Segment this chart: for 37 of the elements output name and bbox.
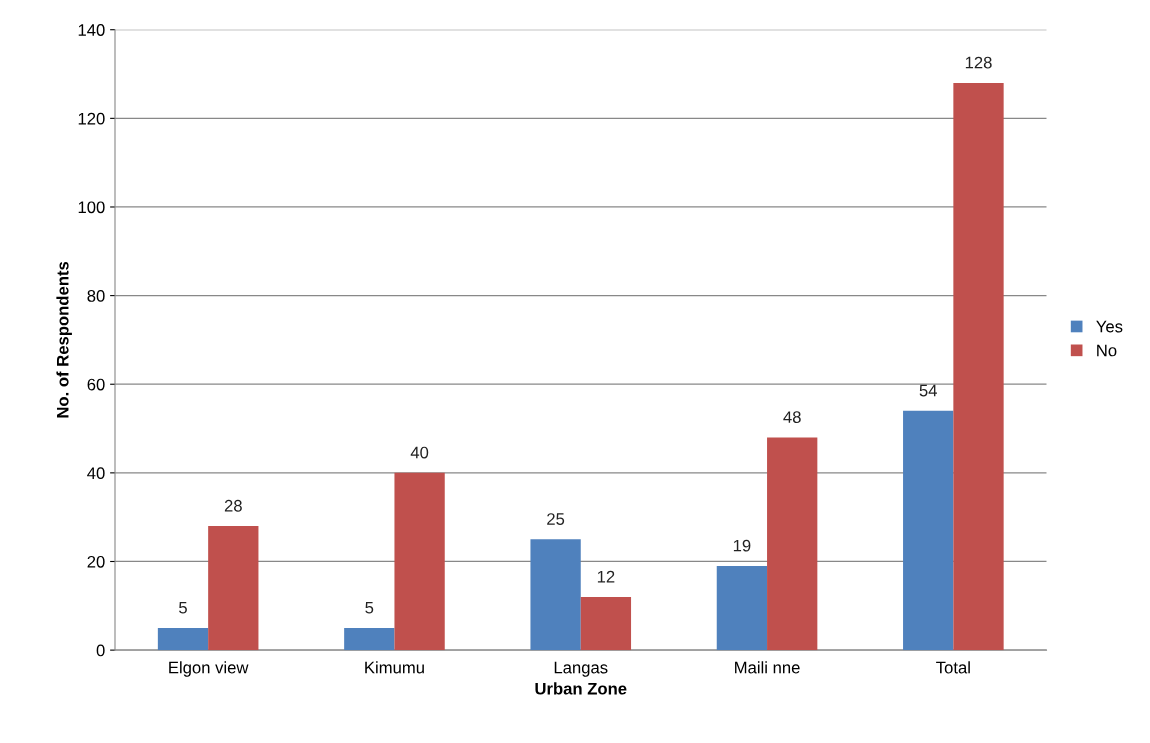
bar xyxy=(530,539,581,651)
y-axis-title: No. of Respondents xyxy=(56,261,72,418)
y-tick-label: 20 xyxy=(87,555,105,568)
bar xyxy=(208,526,259,651)
x-tick-label: Total xyxy=(936,661,970,674)
y-tick-label: 0 xyxy=(96,644,105,657)
x-tick-label: Maili nne xyxy=(735,661,800,674)
data-label: 25 xyxy=(547,513,565,525)
y-tick-label: 40 xyxy=(87,467,105,480)
y-tick-label: 60 xyxy=(87,378,105,391)
bar xyxy=(344,627,395,651)
bar xyxy=(767,437,818,651)
y-tick-label: 100 xyxy=(78,201,105,214)
x-tick-label: Kimumu xyxy=(365,661,424,674)
data-label: 40 xyxy=(410,446,429,459)
data-label: 54 xyxy=(919,384,937,397)
data-label: 5 xyxy=(365,601,374,614)
bar xyxy=(953,82,1004,651)
legend-label: Yes xyxy=(1096,320,1123,333)
data-label: 19 xyxy=(733,539,751,552)
bar xyxy=(580,596,632,651)
data-label: 5 xyxy=(179,601,187,614)
x-axis-title: Urban Zone xyxy=(535,682,627,695)
legend-label: No xyxy=(1097,344,1117,357)
data-label: 128 xyxy=(965,56,992,69)
bar xyxy=(157,627,209,651)
y-tick-label: 80 xyxy=(87,290,105,302)
bar xyxy=(903,410,954,651)
data-label: 12 xyxy=(597,570,615,583)
x-tick-label: Langas xyxy=(554,661,608,677)
y-tick-label: 120 xyxy=(78,112,105,125)
bar xyxy=(716,565,768,651)
y-tick-label: 140 xyxy=(78,24,105,36)
bar xyxy=(394,472,445,651)
x-tick-label: Elgon view xyxy=(169,661,249,677)
data-label: 28 xyxy=(224,499,242,512)
data-label: 48 xyxy=(783,411,801,424)
